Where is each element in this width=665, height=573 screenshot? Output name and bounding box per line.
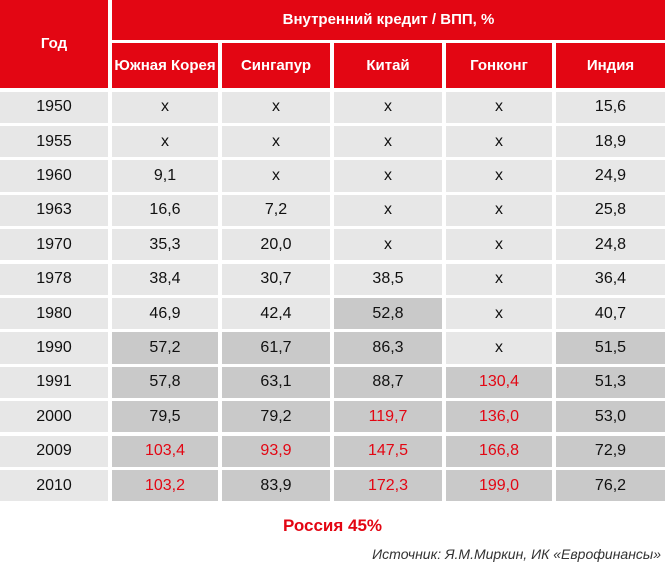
value-cell: 15,6 [556, 91, 665, 123]
value-cell: 199,0 [446, 469, 552, 502]
value-cell: х [112, 125, 218, 158]
value-cell: 24,9 [556, 160, 665, 192]
column-header: Китай [334, 43, 442, 88]
value-cell: 38,4 [112, 263, 218, 295]
value-cell: 18,9 [556, 125, 665, 158]
value-cell: х [446, 194, 552, 227]
value-cell: х [222, 160, 330, 192]
group-header: Внутренний кредит / ВПП, % [112, 0, 665, 40]
value-cell: 61,7 [222, 332, 330, 364]
value-cell: 88,7 [334, 366, 442, 399]
value-cell: 30,7 [222, 263, 330, 295]
year-cell: 2000 [0, 401, 108, 433]
value-cell: х [446, 297, 552, 330]
value-cell: х [334, 125, 442, 158]
value-cell: 76,2 [556, 469, 665, 502]
year-cell: 1955 [0, 125, 108, 158]
column-header: Гонконг [446, 43, 552, 88]
value-cell: 7,2 [222, 194, 330, 227]
value-cell: х [334, 229, 442, 261]
year-cell: 1991 [0, 366, 108, 399]
value-cell: х [334, 194, 442, 227]
value-cell: 9,1 [112, 160, 218, 192]
value-cell: 172,3 [334, 469, 442, 502]
value-cell: 119,7 [334, 401, 442, 433]
column-header: Южная Корея [112, 43, 218, 88]
year-cell: 1970 [0, 229, 108, 261]
value-cell: 79,2 [222, 401, 330, 433]
value-cell: 40,7 [556, 297, 665, 330]
note: Россия 45% [282, 516, 383, 535]
value-cell: 51,3 [556, 366, 665, 399]
column-header: Индия [556, 43, 665, 88]
year-cell: 2009 [0, 435, 108, 467]
value-cell: х [446, 263, 552, 295]
value-cell: 103,2 [112, 469, 218, 502]
value-cell: 79,5 [112, 401, 218, 433]
value-cell: 46,9 [112, 297, 218, 330]
value-cell: х [446, 125, 552, 158]
corner-header: Год [0, 0, 108, 88]
year-cell: 2010 [0, 469, 108, 502]
value-cell: 52,8 [334, 297, 442, 330]
value-cell: 72,9 [556, 435, 665, 467]
value-cell: 103,4 [112, 435, 218, 467]
value-cell: 38,5 [334, 263, 442, 295]
value-cell: 53,0 [556, 401, 665, 433]
value-cell: 57,2 [112, 332, 218, 364]
value-cell: 63,1 [222, 366, 330, 399]
value-cell: 93,9 [222, 435, 330, 467]
value-cell: 147,5 [334, 435, 442, 467]
value-cell: х [222, 125, 330, 158]
value-cell: 130,4 [446, 366, 552, 399]
value-cell: 57,8 [112, 366, 218, 399]
value-cell: х [446, 332, 552, 364]
value-cell: 25,8 [556, 194, 665, 227]
value-cell: х [334, 160, 442, 192]
value-cell: х [446, 229, 552, 261]
year-cell: 1978 [0, 263, 108, 295]
value-cell: 42,4 [222, 297, 330, 330]
value-cell: 16,6 [112, 194, 218, 227]
value-cell: 136,0 [446, 401, 552, 433]
value-cell: х [112, 91, 218, 123]
year-cell: 1963 [0, 194, 108, 227]
year-cell: 1950 [0, 91, 108, 123]
value-cell: 24,8 [556, 229, 665, 261]
year-cell: 1960 [0, 160, 108, 192]
value-cell: 35,3 [112, 229, 218, 261]
value-cell: 83,9 [222, 469, 330, 502]
value-cell: 20,0 [222, 229, 330, 261]
value-cell: х [446, 160, 552, 192]
value-cell: х [446, 91, 552, 123]
value-cell: 166,8 [446, 435, 552, 467]
year-cell: 1980 [0, 297, 108, 330]
value-cell: 86,3 [334, 332, 442, 364]
source: Источник: Я.М.Миркин, ИК «Еврофинансы» [372, 546, 661, 562]
column-header: Сингапур [222, 43, 330, 88]
value-cell: 51,5 [556, 332, 665, 364]
value-cell: х [334, 91, 442, 123]
year-cell: 1990 [0, 332, 108, 364]
value-cell: 36,4 [556, 263, 665, 295]
value-cell: х [222, 91, 330, 123]
